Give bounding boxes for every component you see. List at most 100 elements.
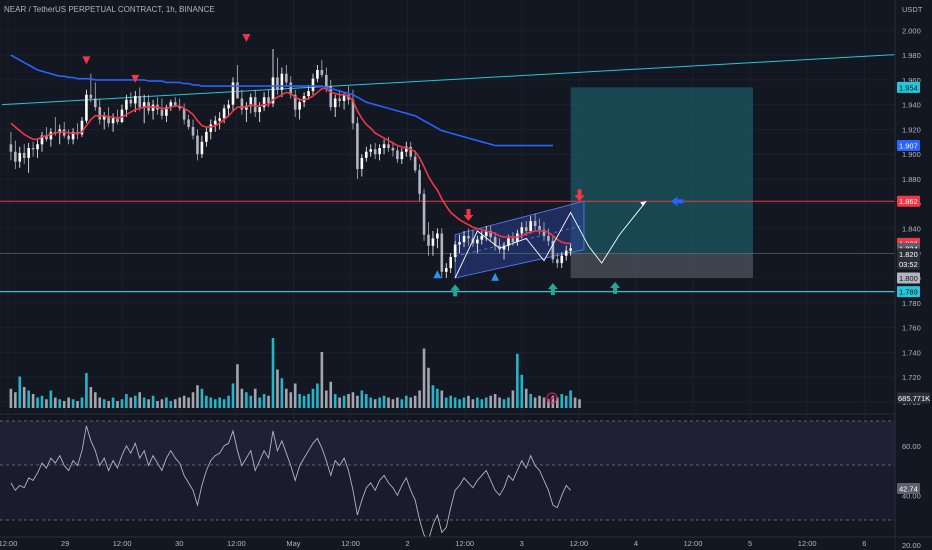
time-axis-tick-label: 29 [61, 539, 69, 548]
time-axis[interactable]: 12:00 29 12:00 30 12:00 May 12:00 2 12:00 3 12:00 4… [0, 536, 932, 550]
candle-body [351, 99, 355, 124]
candle-body [564, 250, 568, 256]
volume-bar [98, 397, 102, 408]
volume-bar [356, 395, 359, 408]
candle-body [333, 98, 337, 108]
rsi-line[interactable] [10, 425, 571, 541]
volume-bar [209, 397, 213, 408]
volume-bar [49, 390, 53, 408]
price-axis-tick-label: 2.000 [902, 26, 921, 35]
candle-body [200, 141, 204, 155]
stop-zone [570, 253, 753, 278]
candle-body [400, 151, 404, 160]
candle-body [49, 131, 53, 140]
volume-bar [236, 364, 239, 408]
volume-bar [89, 387, 93, 408]
lightning-icon[interactable] [546, 392, 558, 404]
rsi-value-tag-background [897, 482, 920, 494]
volume-bar [529, 394, 532, 408]
candle-body [133, 96, 137, 104]
candle-body [276, 77, 279, 90]
price-axis[interactable]: USDT 2.000 1.980 1.960 1.940 1.920 1.900 1.880… [546, 0, 932, 550]
candle-body [116, 118, 119, 122]
ma-slow-price-tag: 1.907 [899, 142, 918, 151]
candle-body [458, 242, 461, 245]
up-arrow-icon [450, 284, 461, 297]
candle-body [293, 94, 297, 110]
volume-bar [453, 397, 457, 408]
moving-average-red[interactable] [10, 87, 571, 245]
price-axis-tick-label: 1.900 [902, 150, 921, 159]
volume-bar [173, 399, 177, 408]
volume-bar [373, 399, 377, 408]
candle-body [14, 151, 17, 162]
volume-bar [436, 388, 439, 408]
price-axis-tick-label: 1.760 [902, 324, 921, 333]
time-axis-tick-label: 12:00 [798, 539, 817, 548]
candle-body [369, 149, 373, 152]
volume-bar [169, 401, 173, 408]
zigzag-projection[interactable] [454, 200, 647, 279]
volume-bar [222, 399, 226, 408]
rsi-pane-background [0, 419, 895, 537]
volume-bar [307, 394, 310, 408]
candle-body [347, 94, 350, 100]
time-axis-background[interactable] [0, 537, 895, 550]
volume-bar [471, 399, 475, 408]
price-axis-unit: USDT [902, 5, 923, 14]
volume-bar [458, 399, 461, 408]
stop-price-tag: 1.800 [899, 274, 918, 283]
candle-body [125, 99, 128, 110]
candle-body [356, 123, 359, 170]
volume-bar [80, 397, 84, 408]
candle-body [262, 97, 266, 108]
volume-bar [476, 397, 479, 408]
moving-average-blue[interactable] [10, 54, 496, 147]
rsi-axis-tick-label: 20.00 [902, 541, 921, 550]
volume-bar [396, 397, 399, 408]
volume-bar [76, 401, 79, 408]
volume-bar [342, 395, 346, 408]
volume-bar [253, 388, 257, 408]
candle-body [138, 96, 142, 108]
volume-bar [276, 369, 279, 408]
symbol-title[interactable]: NEAR / TetherUS PERPETUAL CONTRACT, 1h, … [4, 5, 215, 14]
resistance-price-tag: 1.862 [899, 197, 918, 206]
drawings [454, 200, 647, 279]
volume-bar [378, 397, 381, 408]
candle-body [196, 135, 199, 155]
candle-body [436, 233, 439, 239]
candle-body [547, 235, 550, 241]
volume-bar [151, 395, 155, 408]
volume-bar [36, 397, 39, 408]
candle-body [289, 82, 293, 95]
volume-bar [418, 390, 421, 408]
long-trendline[interactable] [1, 52, 931, 106]
rsi-axis-ticks: 60.00 40.00 20.00 [902, 442, 921, 550]
volume-bar [449, 395, 452, 408]
volume-bar [165, 397, 168, 408]
candle-body [222, 108, 226, 119]
volume-bar [556, 397, 559, 408]
support-price-tag-background [897, 286, 920, 298]
volume-bar [547, 399, 550, 408]
price-axis-tick-label: 1.940 [902, 101, 921, 110]
ma-slow-price-tag-background [897, 140, 920, 152]
candle-body [27, 148, 30, 158]
volume-bar [564, 395, 568, 408]
candle-body [107, 115, 110, 124]
candle-body [338, 98, 341, 101]
rsi-pane [0, 419, 895, 537]
candle-body [258, 107, 261, 113]
volume-bar [369, 397, 373, 408]
volume-bar [22, 387, 26, 408]
candle-body [178, 105, 182, 109]
candle-body [209, 124, 213, 132]
price-tags: 1.9541.9071.8621.8281.8241.82003:521.800… [546, 81, 930, 494]
candle-body [271, 77, 275, 104]
volume-bar [542, 397, 546, 408]
volume-bar [67, 397, 70, 408]
candle-body [502, 245, 506, 250]
volume-bar [444, 397, 448, 408]
candle-body [391, 148, 395, 151]
